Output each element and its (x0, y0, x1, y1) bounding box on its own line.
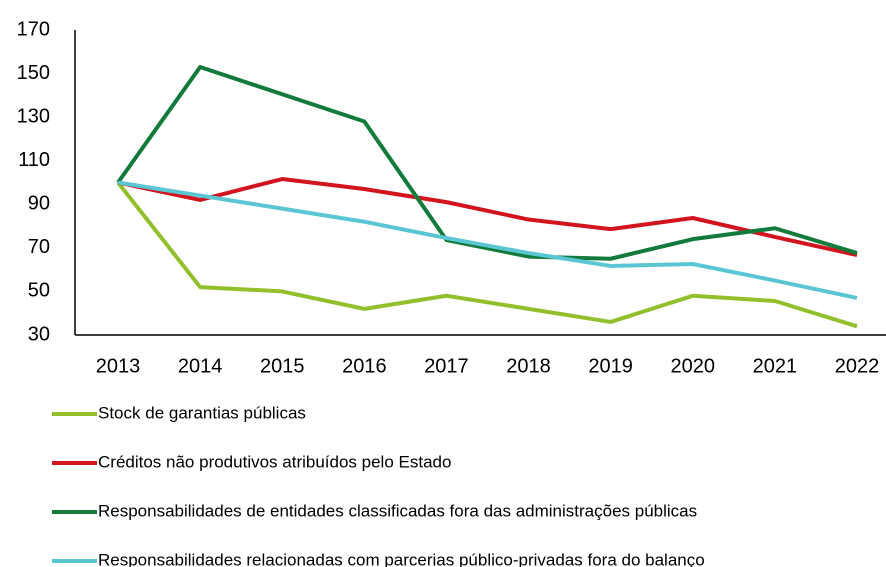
x-tick-label: 2018 (506, 355, 551, 377)
x-tick-label: 2019 (588, 355, 633, 377)
y-tick-label: 70 (28, 236, 50, 258)
y-tick-label: 130 (17, 105, 50, 127)
line-series (116, 181, 858, 329)
x-tick-label: 2017 (424, 355, 469, 377)
line-series (116, 65, 858, 261)
y-tick-label: 90 (28, 193, 50, 215)
x-tick-label: 2020 (671, 355, 716, 377)
y-tick-label: 50 (28, 280, 50, 302)
legend-label: Créditos não produtivos atribuídos pelo … (98, 452, 451, 471)
y-tick-label: 30 (28, 323, 50, 345)
y-tick-label: 170 (17, 18, 50, 40)
x-tick-label: 2022 (835, 355, 880, 377)
line-series (117, 180, 858, 300)
x-tick-label: 2013 (96, 355, 141, 377)
legend-label: Stock de garantias públicas (98, 403, 306, 422)
y-tick-label: 110 (18, 149, 50, 171)
x-tick-label: 2016 (342, 355, 387, 377)
line-series (117, 177, 858, 257)
x-tick-label: 2021 (753, 355, 798, 377)
legend-label: Responsabilidades de entidades classific… (98, 501, 697, 520)
x-tick-label: 2015 (260, 355, 305, 377)
legend-label: Responsabilidades relacionadas com parce… (98, 550, 705, 567)
x-tick-label: 2014 (178, 355, 223, 377)
y-tick-label: 150 (17, 62, 50, 84)
